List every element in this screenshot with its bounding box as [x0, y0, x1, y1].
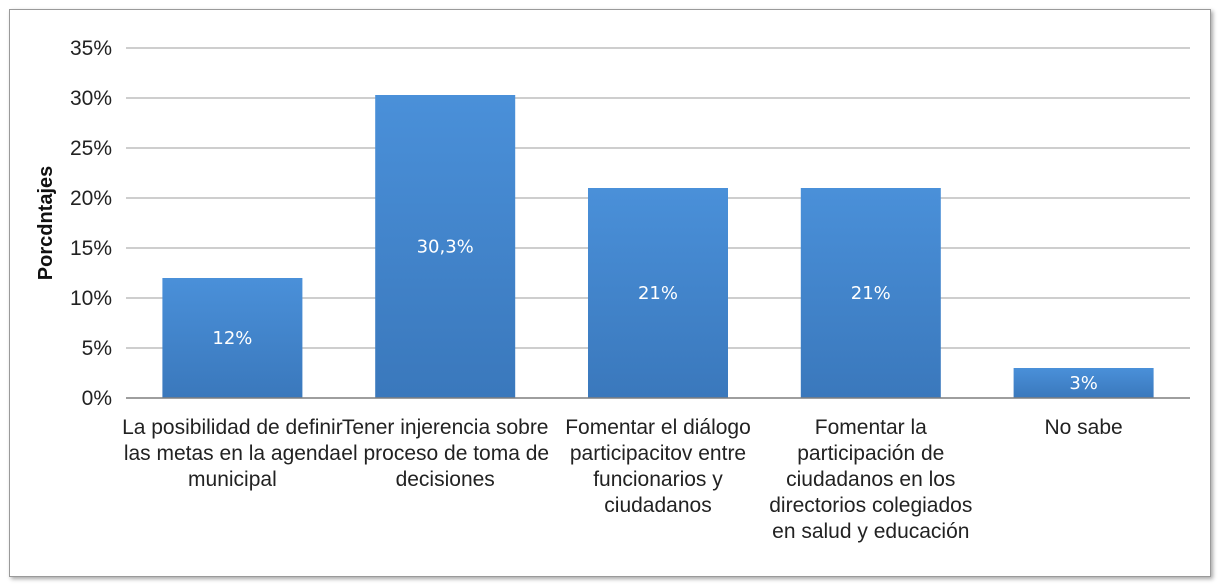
y-tick-label: 35%	[70, 37, 112, 60]
x-axis-categories: La posibilidad de definir las metas en la…	[122, 416, 1123, 543]
bar-data-label: 21%	[638, 283, 678, 304]
y-tick-label: 5%	[82, 337, 112, 360]
y-tick-label: 20%	[70, 187, 112, 210]
bar	[588, 188, 728, 398]
bar	[375, 95, 516, 398]
bar-data-label: 12%	[212, 328, 252, 349]
y-tick-label: 30%	[70, 87, 112, 110]
x-category-label: Tener injerencia sobre el proceso de toma…	[341, 416, 549, 491]
y-tick-label: 10%	[70, 287, 112, 310]
x-category-label: Fomentar el diálogo participacitov entre f…	[565, 416, 751, 517]
bar-data-label: 30,3%	[417, 237, 474, 258]
y-tick-label: 25%	[70, 137, 112, 160]
bar	[1013, 368, 1154, 398]
bar	[800, 188, 941, 398]
x-category-label: No sabe	[1044, 416, 1122, 439]
bar	[162, 278, 303, 398]
y-axis-label: Porcdntajes	[35, 166, 57, 280]
bar-data-label: 3%	[1069, 373, 1098, 394]
x-category-label: La posibilidad de definir las metas en la…	[122, 416, 343, 491]
chart-frame: 0% 5% 10% 15% 20% 25% 30% 35% Porcdntajes 12% 30…	[9, 9, 1211, 577]
y-axis-ticks: 0% 5% 10% 15% 20% 25% 30% 35%	[70, 37, 112, 410]
y-tick-label: 0%	[82, 387, 112, 410]
bars: 12% 30,3% 21% 21% 3%	[162, 95, 1154, 398]
x-category-label: Fomentar la participación de ciudadanos en…	[769, 416, 972, 543]
y-tick-label: 15%	[70, 237, 112, 260]
bar-chart: 0% 5% 10% 15% 20% 25% 30% 35% Porcdntajes 12% 30…	[35, 37, 1190, 543]
bar-data-label: 21%	[851, 283, 891, 304]
